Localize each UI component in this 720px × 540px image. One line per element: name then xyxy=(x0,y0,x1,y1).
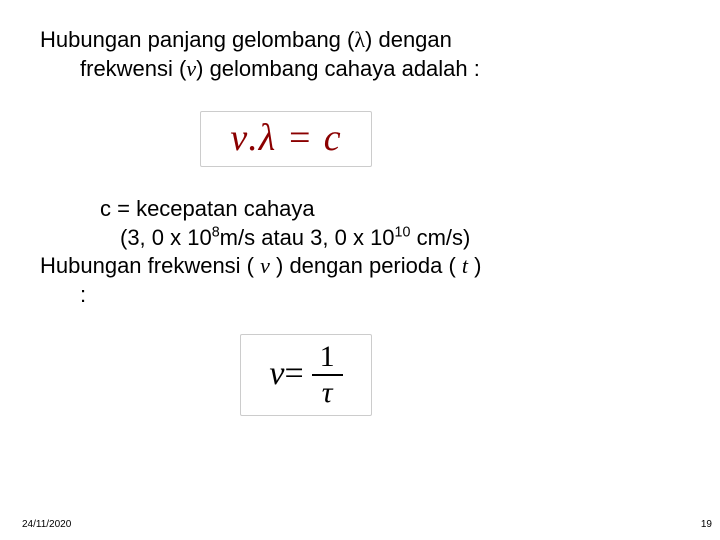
text: ) dengan xyxy=(365,27,452,52)
text: frekwensi ( xyxy=(80,56,186,81)
eq2-equals: = xyxy=(284,352,303,396)
text: cm/s) xyxy=(410,225,470,250)
lambda-symbol: λ xyxy=(354,27,365,52)
equation-2: ν = 1 τ xyxy=(269,342,342,408)
paragraph-2-line-1: Hubungan frekwensi ( v ) dengan perioda … xyxy=(40,252,700,281)
text: ) gelombang cahaya adalah : xyxy=(196,56,480,81)
text: ) dengan perioda ( xyxy=(270,253,462,278)
text: m/s atau 3, 0 x 10 xyxy=(220,225,395,250)
paragraph-1-line-2: frekwensi (v) gelombang cahaya adalah : xyxy=(80,55,700,84)
paragraph-2-colon: : xyxy=(80,281,700,310)
fraction: 1 τ xyxy=(312,342,343,408)
footer-date: 24/11/2020 xyxy=(22,519,71,530)
speed-of-light-value: (3, 0 x 108m/s atau 3, 0 x 1010 cm/s) xyxy=(120,224,700,253)
text: ) xyxy=(468,253,481,278)
c-definition: c = kecepatan cahaya xyxy=(100,195,700,224)
slide: Hubungan panjang gelombang (λ) dengan fr… xyxy=(0,0,720,540)
equation-2-box: ν = 1 τ xyxy=(240,334,372,416)
text: Hubungan panjang gelombang ( xyxy=(40,27,354,52)
text: (3, 0 x 10 xyxy=(120,225,212,250)
denominator: τ xyxy=(314,376,341,408)
nu-symbol-2: v xyxy=(260,253,270,278)
numerator: 1 xyxy=(312,342,343,374)
equation-1: ν.λ = c xyxy=(230,114,341,163)
slide-content: Hubungan panjang gelombang (λ) dengan fr… xyxy=(40,26,700,416)
eq2-lhs: ν xyxy=(269,352,284,396)
exponent-8: 8 xyxy=(212,224,220,240)
equation-1-box: ν.λ = c xyxy=(200,111,372,167)
footer-page-number: 19 xyxy=(701,519,712,530)
exponent-10: 10 xyxy=(395,224,411,240)
nu-symbol: v xyxy=(186,56,196,81)
text: Hubungan frekwensi ( xyxy=(40,253,260,278)
paragraph-1-line-1: Hubungan panjang gelombang (λ) dengan xyxy=(40,26,700,55)
